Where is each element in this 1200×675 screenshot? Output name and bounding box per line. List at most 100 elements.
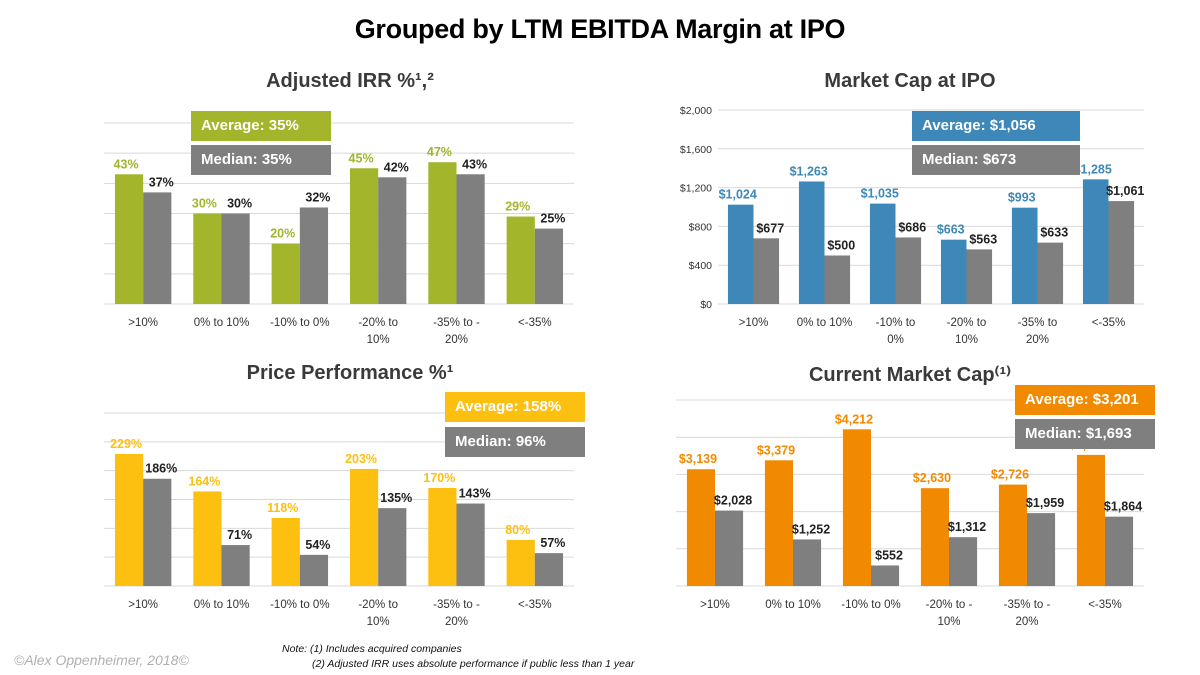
price-data-label: 57% xyxy=(540,536,565,550)
irr-bar-average xyxy=(349,168,379,304)
mcap-x-tick-label: -35% to 20% xyxy=(1018,317,1058,346)
mcap-data-label: $686 xyxy=(898,220,926,234)
cur-bar-average xyxy=(764,460,793,586)
irr-data-label: 43% xyxy=(462,157,487,171)
cur-data-label: $1,864 xyxy=(1104,500,1142,514)
mcap-data-label: $1,263 xyxy=(790,164,828,178)
mcap-data-label: $677 xyxy=(756,221,784,235)
price-bar-average xyxy=(506,539,535,586)
price-bar-average xyxy=(349,468,379,586)
cur-data-label: $4,212 xyxy=(835,412,873,426)
price-bar-median xyxy=(534,553,564,586)
price-data-label: 170% xyxy=(423,471,455,485)
mcap-data-label: $633 xyxy=(1040,226,1068,240)
irr-chart-title: Adjusted IRR %¹,² xyxy=(266,70,434,92)
cur-data-label: $552 xyxy=(875,548,903,562)
cur-bar-average xyxy=(1076,454,1105,586)
irr-data-label: 37% xyxy=(149,175,174,189)
mcap-data-label: $500 xyxy=(827,239,855,253)
cur-bar-average xyxy=(686,469,715,586)
irr-data-label: 25% xyxy=(540,212,565,226)
cur-bar-average xyxy=(842,429,871,586)
price-bar-median xyxy=(221,545,250,586)
mcap-y-tick-label: $800 xyxy=(689,221,713,233)
price-x-tick-label: -20% to 10% xyxy=(358,599,398,628)
price-bar-average xyxy=(193,491,222,586)
mcap-y-tick-label: $400 xyxy=(689,260,713,272)
irr-x-tick-label: 0% to 10% xyxy=(194,317,250,329)
irr-bar-average xyxy=(428,162,457,304)
mcap-y-tick-label: $1,600 xyxy=(680,144,712,156)
cur-bar-median xyxy=(715,510,744,586)
price-data-label: 203% xyxy=(345,452,377,466)
cur-bar-median xyxy=(1105,516,1134,586)
price-median-badge: Median: 96% xyxy=(445,427,585,457)
mcap-x-tick-label: -10% to 0% xyxy=(876,317,916,346)
mcap-bar-median xyxy=(966,249,993,304)
cur-average-badge: Average: $3,201 xyxy=(1015,385,1155,415)
mcap-data-label: $1,285 xyxy=(1074,162,1112,176)
irr-data-label: 20% xyxy=(270,227,295,241)
mcap-bar-average xyxy=(1082,179,1109,304)
cur-data-label: $3,379 xyxy=(757,443,795,457)
price-bar-median xyxy=(456,503,485,586)
mcap-average-badge: Average: $1,056 xyxy=(912,111,1080,141)
cur-data-label: $2,630 xyxy=(913,471,951,485)
mcap-bar-average xyxy=(869,203,896,304)
irr-x-tick-label: <-35% xyxy=(518,317,552,329)
irr-bar-median xyxy=(299,207,329,304)
mcap-bar-median xyxy=(895,237,922,304)
irr-bar-median xyxy=(143,192,172,304)
cur-bar-median xyxy=(871,565,900,586)
mcap-median-badge: Median: $673 xyxy=(912,145,1080,175)
price-bar-median xyxy=(378,508,407,586)
irr-data-label: 30% xyxy=(192,197,217,211)
mcap-bar-average xyxy=(1011,207,1038,304)
price-data-label: 143% xyxy=(459,487,491,501)
price-data-label: 229% xyxy=(110,437,142,451)
note-line-2: (2) Adjusted IRR uses absolute performan… xyxy=(312,658,635,670)
irr-bar-average xyxy=(271,243,300,304)
mcap-data-label: $1,024 xyxy=(719,188,757,202)
irr-x-tick-label: -20% to 10% xyxy=(358,317,398,346)
irr-median-badge: Median: 35% xyxy=(191,145,331,175)
mcap-x-tick-label: <-35% xyxy=(1092,317,1126,329)
cur-data-label: $1,959 xyxy=(1026,496,1064,510)
mcap-data-label: $663 xyxy=(937,223,965,237)
irr-bar-median xyxy=(378,177,407,304)
irr-data-label: 43% xyxy=(114,157,139,171)
price-data-label: 164% xyxy=(188,474,220,488)
price-x-tick-label: -10% to 0% xyxy=(270,599,329,611)
price-data-label: 80% xyxy=(505,523,530,537)
irr-x-tick-label: >10% xyxy=(128,317,158,329)
note-line-1: Note: (1) Includes acquired companies xyxy=(282,643,462,655)
irr-bar-median xyxy=(221,213,250,304)
mcap-data-label: $1,061 xyxy=(1106,184,1144,198)
cur-x-tick-label: -20% to -10% xyxy=(926,599,973,628)
mcap-x-tick-label: -20% to 10% xyxy=(947,317,987,346)
cur-x-tick-label: 0% to 10% xyxy=(765,599,821,611)
cur-chart-title: Current Market Cap⁽¹⁾ xyxy=(808,364,1012,386)
mcap-bar-median xyxy=(824,255,851,304)
cur-bar-average xyxy=(920,488,949,586)
cur-bar-median xyxy=(949,537,978,586)
mcap-chart-title: Market Cap at IPO xyxy=(824,70,996,92)
price-data-label: 54% xyxy=(305,538,330,552)
cur-data-label: $1,312 xyxy=(948,520,986,534)
irr-x-tick-label: -10% to 0% xyxy=(270,317,329,329)
mcap-bar-median xyxy=(753,238,780,304)
cur-data-label: $2,726 xyxy=(991,468,1029,482)
mcap-bar-average xyxy=(798,181,825,304)
price-bar-median xyxy=(143,478,172,586)
copyright-text: ©Alex Oppenheimer, 2018© xyxy=(14,652,189,668)
mcap-bar-median xyxy=(1037,242,1064,304)
irr-bar-median xyxy=(456,174,485,304)
cur-x-tick-label: -10% to 0% xyxy=(841,599,900,611)
mcap-data-label: $1,035 xyxy=(861,187,899,201)
price-bar-median xyxy=(299,554,329,586)
price-x-tick-label: 0% to 10% xyxy=(194,599,250,611)
irr-data-label: 45% xyxy=(349,151,374,165)
page-title: Grouped by LTM EBITDA Margin at IPO xyxy=(354,14,846,44)
